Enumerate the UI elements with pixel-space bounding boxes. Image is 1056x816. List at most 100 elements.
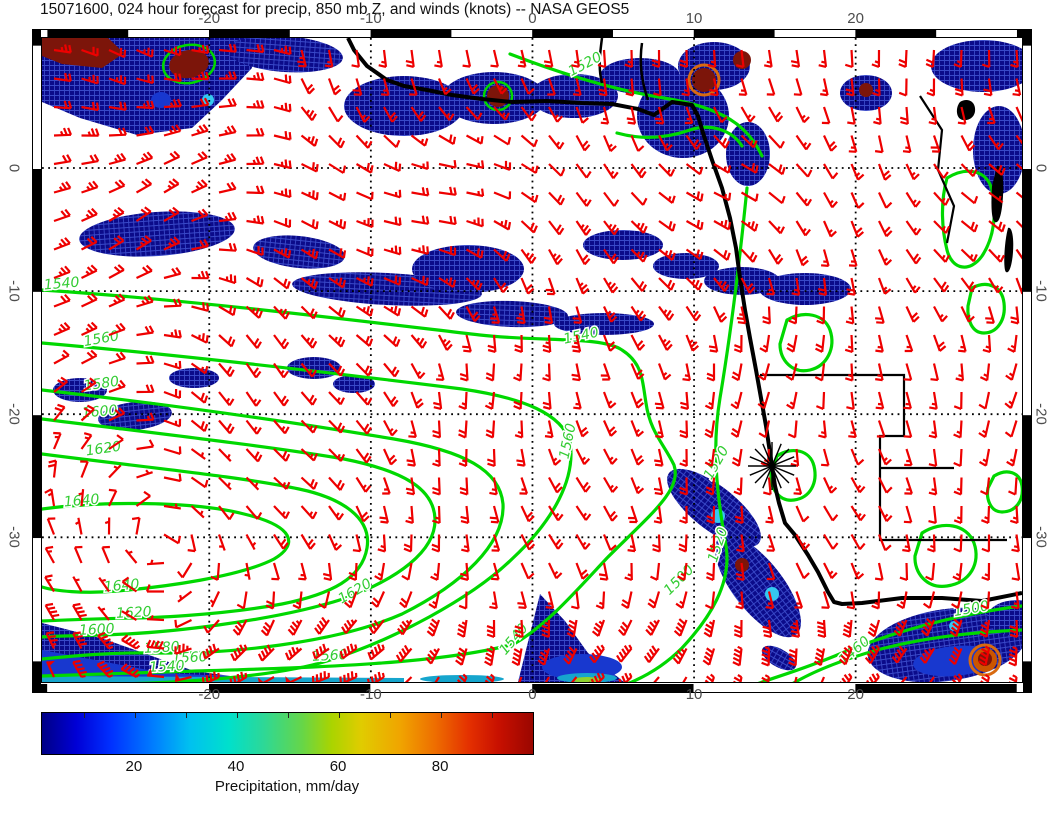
wind-barb [177, 562, 193, 579]
wind-barb [679, 477, 688, 496]
wind-barb [191, 333, 209, 344]
precip-colorbar [41, 712, 534, 755]
wind-barb [788, 306, 798, 325]
wind-barb [953, 49, 963, 69]
height-contour [42, 288, 677, 678]
wind-barb [904, 477, 913, 495]
wind-barb [848, 135, 858, 153]
wind-barb [713, 163, 732, 174]
wind-barb [893, 619, 908, 637]
wind-barb [328, 362, 346, 377]
wind-barb [823, 135, 838, 152]
map-frame [32, 29, 1032, 693]
wind-barb [903, 420, 913, 438]
wind-barb [712, 306, 728, 323]
wind-barb [520, 163, 539, 174]
wind-barb [460, 562, 469, 581]
wind-barb [848, 420, 857, 439]
wind-barb [246, 156, 265, 166]
wind-barb [355, 305, 374, 317]
wind-barb [766, 78, 776, 96]
wind-barb [905, 306, 920, 323]
wind-barb [436, 363, 445, 381]
wind-barb [438, 106, 455, 121]
wind-barb [245, 334, 262, 349]
wind-barb [980, 591, 991, 610]
wind-barb [260, 619, 276, 637]
wind-barb [273, 476, 291, 490]
wind-barb [928, 106, 938, 125]
wind-barb [630, 477, 645, 495]
wind-barb [108, 407, 126, 422]
figure-title: 15071600, 024 hour forecast for precip, … [40, 1, 630, 18]
wind-barb [630, 248, 648, 263]
wind-barb [658, 163, 676, 177]
precip-cell [202, 94, 214, 106]
wind-barb [355, 419, 372, 435]
wind-barb [136, 469, 153, 479]
wind-barb [191, 208, 209, 223]
wind-barb [520, 78, 535, 95]
wind-barb [823, 562, 838, 579]
height-contour [757, 604, 1022, 682]
wind-barb [404, 676, 413, 682]
wind-barb [543, 306, 554, 325]
wind-barb [300, 419, 318, 434]
wind-barb [355, 276, 374, 287]
wind-barb [653, 505, 663, 524]
wind-barb [520, 248, 537, 264]
wind-barb [785, 363, 798, 381]
wind-barb [217, 534, 226, 551]
wind-barb [928, 420, 938, 439]
wind-barb [658, 248, 676, 261]
wind-barb [383, 245, 402, 256]
wind-barb [72, 659, 87, 678]
wind-barb [135, 490, 151, 507]
wind-barb [953, 534, 963, 553]
wind-barb [438, 305, 455, 320]
wind-barb [602, 391, 617, 409]
wind-barb [542, 363, 551, 382]
wind-barb [654, 106, 665, 125]
wind-barb [1004, 420, 1018, 438]
wind-barb [1004, 391, 1018, 409]
wind-barb [740, 134, 758, 149]
wind-barb [458, 391, 468, 411]
wind-barb [864, 644, 880, 665]
wind-barb [673, 618, 688, 637]
wind-barb [713, 191, 732, 202]
y-tick-left: 0 [5, 163, 23, 173]
frame-bar-left [33, 30, 41, 692]
wind-barb [929, 676, 935, 682]
wind-barb [978, 391, 991, 410]
wind-barb [985, 306, 995, 324]
wind-barb [514, 619, 524, 639]
x-tick-bottom: -20 [198, 686, 221, 703]
wind-barb [53, 293, 71, 308]
contour-label: 1640 [103, 576, 140, 595]
wind-barb [108, 152, 127, 166]
wind-barb [757, 363, 771, 381]
wind-barb [933, 277, 950, 293]
wind-barb [438, 159, 457, 169]
wind-barb [108, 379, 126, 394]
wind-barb [545, 277, 556, 296]
wind-barb [191, 179, 208, 194]
wind-barb [839, 645, 853, 666]
wind-barb [513, 391, 523, 411]
wind-barb [517, 591, 527, 609]
contour-label: 1580 [83, 374, 121, 395]
wind-barb [53, 322, 71, 337]
wind-barb [218, 505, 235, 521]
wind-barb [311, 671, 330, 682]
wind-barb [53, 208, 71, 223]
wind-barb [356, 191, 374, 201]
wind-barb [1015, 220, 1022, 229]
wind-barb [191, 71, 210, 81]
wind-barb [273, 248, 292, 259]
wind-barb [899, 106, 909, 126]
wind-barb [383, 419, 398, 437]
wind-barb [136, 439, 155, 451]
wind-barb [731, 363, 743, 382]
wind-barb [933, 163, 949, 179]
